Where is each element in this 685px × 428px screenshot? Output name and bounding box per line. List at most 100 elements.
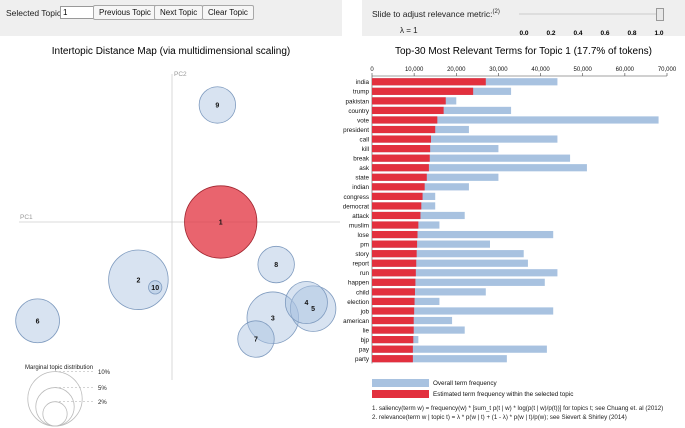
- topic-circle-2[interactable]: [108, 249, 169, 310]
- topic-bar-country[interactable]: [372, 106, 444, 115]
- term-label-story[interactable]: story: [355, 251, 369, 258]
- overall-bar-state[interactable]: [372, 173, 499, 181]
- topic-bar-report[interactable]: [372, 259, 417, 267]
- topic-bar-call[interactable]: [372, 135, 431, 143]
- topic-bar-story[interactable]: [372, 250, 417, 258]
- topic-bar-election[interactable]: [372, 297, 415, 306]
- overall-bar-party[interactable]: [372, 355, 507, 363]
- overall-bar-happen[interactable]: [372, 278, 545, 286]
- topic-bar-happen[interactable]: [372, 278, 416, 286]
- overall-bar-lose[interactable]: [372, 230, 554, 239]
- term-label-lose[interactable]: lose: [357, 232, 369, 239]
- term-label-president[interactable]: president: [343, 127, 369, 134]
- term-label-report[interactable]: report: [353, 261, 370, 268]
- topic-circle-5[interactable]: [289, 285, 337, 332]
- term-label-party[interactable]: party: [355, 356, 370, 363]
- term-label-democrat[interactable]: democrat: [343, 203, 369, 210]
- previous-topic-button[interactable]: Previous Topic: [93, 5, 157, 20]
- term-label-happen[interactable]: happen: [348, 280, 370, 287]
- overall-bar-vote[interactable]: [372, 116, 659, 124]
- topic-bar-pay[interactable]: [372, 345, 413, 353]
- overall-bar-lie[interactable]: [372, 326, 465, 334]
- topic-bar-ask[interactable]: [372, 164, 429, 172]
- overall-bar-child[interactable]: [372, 288, 486, 296]
- term-label-lie[interactable]: lie: [363, 327, 370, 334]
- term-label-attack[interactable]: attack: [352, 213, 370, 220]
- overall-bar-job[interactable]: [372, 307, 554, 315]
- relevance-slider-thumb[interactable]: [656, 8, 664, 21]
- topic-bar-kill[interactable]: [372, 145, 431, 153]
- term-label-run[interactable]: run: [360, 270, 370, 277]
- term-label-india[interactable]: india: [356, 79, 370, 86]
- marginal-size-label-2: 2%: [98, 400, 107, 406]
- topic-bar-pm[interactable]: [372, 240, 418, 248]
- overall-bar-kill[interactable]: [372, 145, 499, 153]
- term-label-vote[interactable]: vote: [357, 117, 369, 124]
- topic-bar-lose[interactable]: [372, 230, 418, 239]
- topic-bar-vote[interactable]: [372, 116, 438, 124]
- topic-bar-pakistan[interactable]: [372, 97, 446, 105]
- topic-circle-1[interactable]: [184, 185, 258, 259]
- topic-circle-6[interactable]: [15, 298, 60, 344]
- slider-tick-0.4: 0.4: [573, 30, 583, 37]
- topic-bar-break[interactable]: [372, 154, 430, 162]
- lambda-value-text: λ = 1: [400, 26, 418, 35]
- overall-bar-report[interactable]: [372, 259, 528, 267]
- relevance-slider-ticks: 0.0 0.2 0.4 0.6 0.8 1.0: [517, 30, 667, 38]
- term-label-congress[interactable]: congress: [343, 194, 369, 201]
- topic-bar-muslim[interactable]: [372, 221, 419, 229]
- clear-topic-button[interactable]: Clear Topic: [202, 5, 254, 20]
- topic-bar-congress[interactable]: [372, 192, 423, 200]
- topic-bar-child[interactable]: [372, 288, 415, 296]
- overall-bar-run[interactable]: [372, 269, 558, 277]
- overall-bar-call[interactable]: [372, 135, 558, 143]
- term-label-indian[interactable]: indian: [352, 184, 369, 191]
- topic-circle-4[interactable]: [284, 281, 328, 325]
- topic-bar-lie[interactable]: [372, 326, 414, 334]
- topic-bar-run[interactable]: [372, 269, 416, 277]
- term-label-american[interactable]: american: [343, 318, 369, 325]
- topic-bar-american[interactable]: [372, 316, 414, 325]
- term-label-pay[interactable]: pay: [359, 347, 370, 354]
- overall-bar-pm[interactable]: [372, 240, 490, 248]
- term-label-election[interactable]: election: [347, 299, 369, 306]
- legend-topic-swatch: [372, 390, 429, 398]
- topic-circle-9[interactable]: [198, 86, 237, 124]
- term-label-job[interactable]: job: [360, 308, 370, 315]
- topic-circle-8[interactable]: [257, 245, 295, 284]
- topic-bar-party[interactable]: [372, 355, 413, 363]
- topic-bar-indian[interactable]: [372, 183, 425, 191]
- topic-circle-10[interactable]: [148, 280, 163, 295]
- overall-bar-ask[interactable]: [372, 164, 587, 172]
- topic-label-9: 9: [215, 102, 219, 109]
- x-tick-0: 0: [370, 67, 374, 73]
- topic-bar-india[interactable]: [372, 78, 486, 86]
- topic-bar-president[interactable]: [372, 125, 436, 134]
- term-label-trump[interactable]: trump: [353, 89, 370, 96]
- topic-bar-bjp[interactable]: [372, 336, 414, 344]
- term-label-child[interactable]: child: [356, 289, 369, 296]
- term-label-country[interactable]: country: [348, 108, 370, 115]
- term-label-pakistan[interactable]: pakistan: [346, 98, 370, 105]
- topic-bar-state[interactable]: [372, 173, 427, 181]
- x-tick-4: 40,000: [531, 67, 550, 73]
- topic-bar-democrat[interactable]: [372, 202, 422, 210]
- term-label-call[interactable]: call: [360, 136, 369, 143]
- topic-bar-job[interactable]: [372, 307, 415, 315]
- term-label-ask[interactable]: ask: [359, 165, 370, 172]
- marginal-distribution-title: Marginal topic distribution: [25, 365, 93, 371]
- topic-bar-attack[interactable]: [372, 211, 421, 220]
- term-label-muslim[interactable]: muslim: [349, 222, 369, 229]
- topic-label-2: 2: [136, 277, 140, 284]
- topic-circle-7[interactable]: [237, 320, 275, 358]
- term-label-bjp[interactable]: bjp: [361, 337, 370, 344]
- overall-bar-break[interactable]: [372, 154, 571, 162]
- overall-bar-pay[interactable]: [372, 345, 547, 353]
- term-label-kill[interactable]: kill: [362, 146, 369, 153]
- term-label-break[interactable]: break: [353, 156, 370, 163]
- relevance-slider-track[interactable]: [519, 13, 661, 15]
- term-label-pm[interactable]: pm: [360, 242, 369, 249]
- topic-bar-trump[interactable]: [372, 87, 474, 95]
- overall-bar-story[interactable]: [372, 250, 524, 258]
- term-label-state[interactable]: state: [355, 175, 369, 182]
